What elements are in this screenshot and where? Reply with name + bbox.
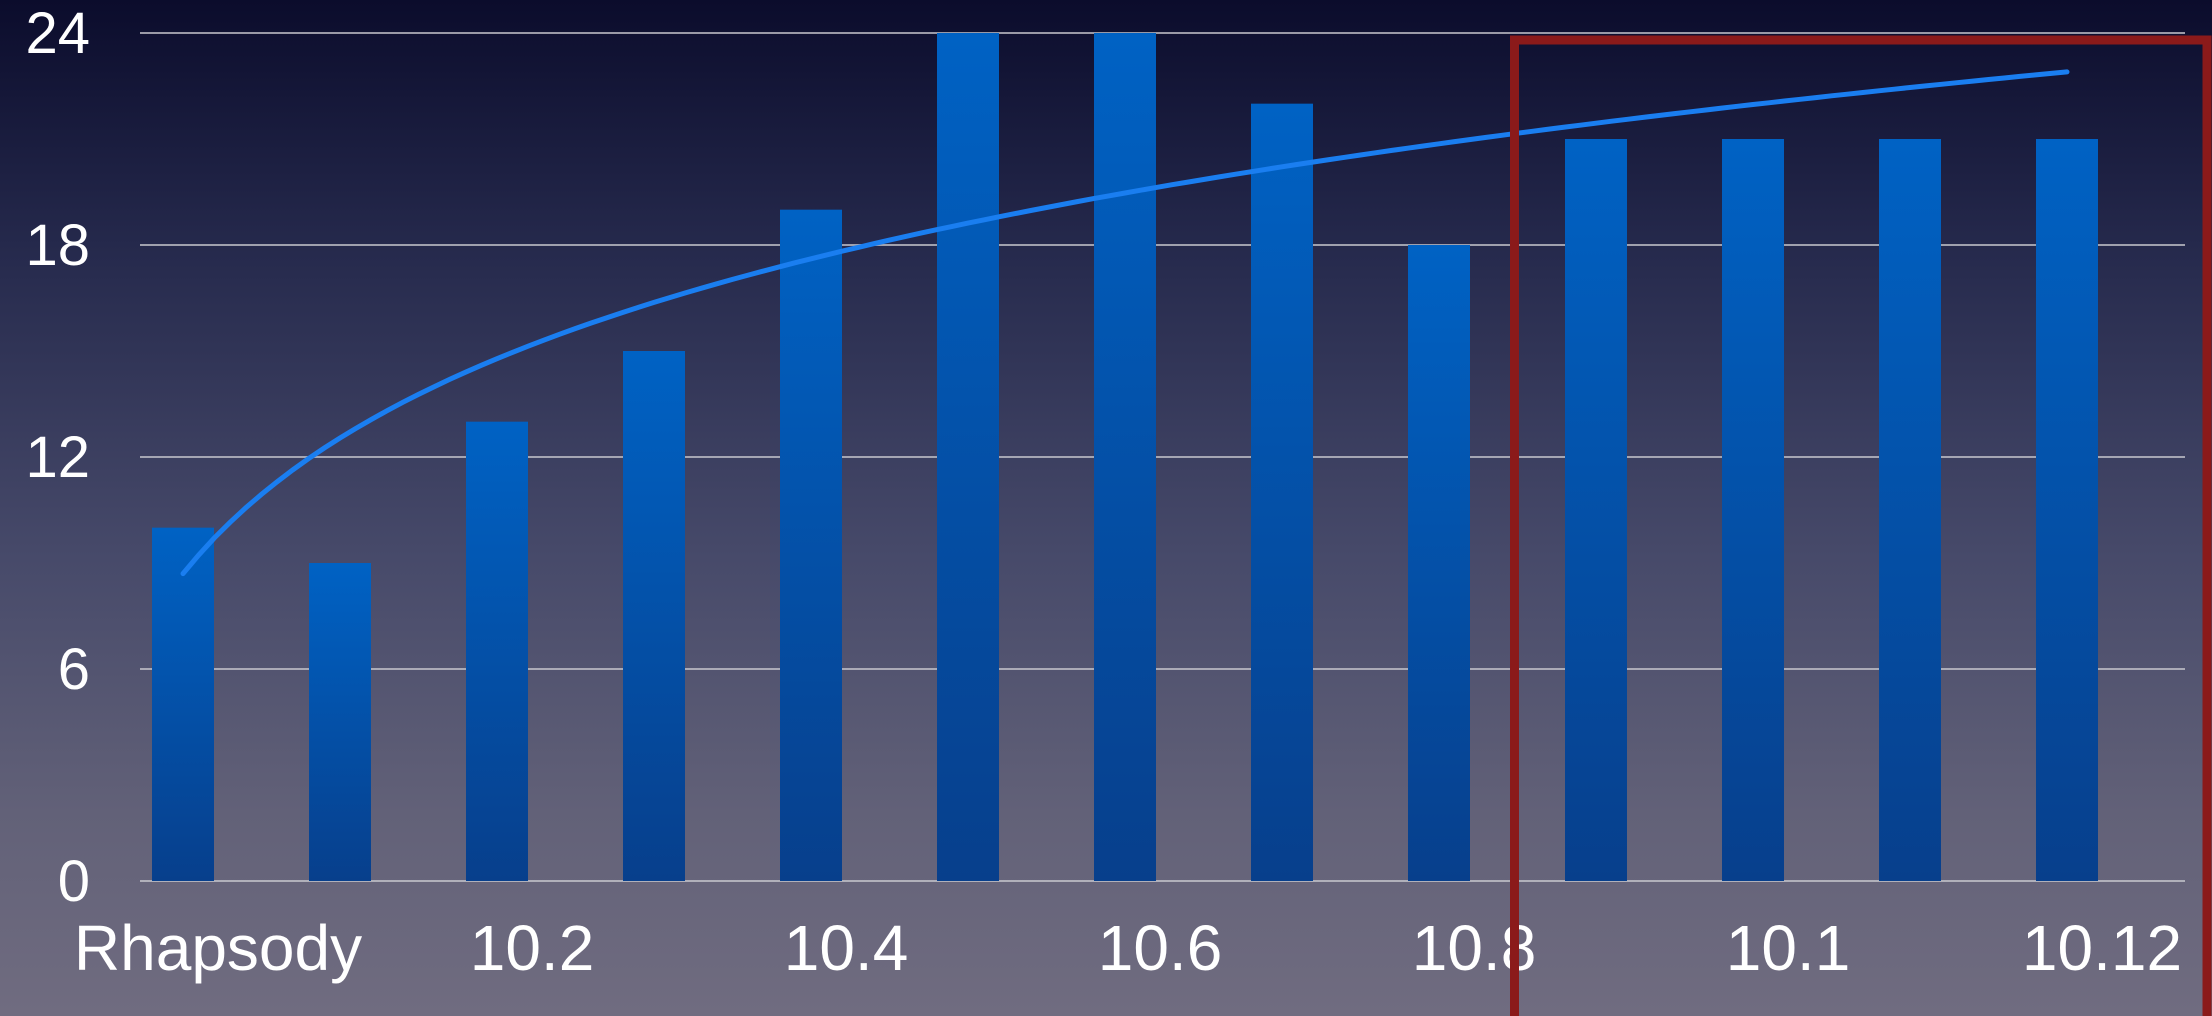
x-category-label: 10.12 <box>2022 912 2182 984</box>
y-tick-label: 0 <box>58 849 90 914</box>
x-category-label: 10.6 <box>1098 912 1223 984</box>
trendline <box>180 69 2070 577</box>
bar <box>1094 33 1156 881</box>
bar <box>2036 139 2098 881</box>
highlight-box <box>1510 35 2212 1016</box>
bar <box>1408 245 1470 881</box>
y-tick-label: 18 <box>25 213 90 278</box>
y-tick-label: 6 <box>58 637 90 702</box>
bar <box>1251 103 1313 881</box>
trendline-layer <box>180 69 2070 577</box>
bar <box>937 33 999 881</box>
y-tick-label: 12 <box>25 425 90 490</box>
highlight-layer <box>1510 35 2212 1016</box>
bar <box>1879 139 1941 881</box>
bar <box>466 421 528 881</box>
bar <box>309 563 371 881</box>
bar <box>623 351 685 881</box>
bars <box>152 33 2098 881</box>
x-category-label: 10.1 <box>1726 912 1851 984</box>
x-category-label: 10.4 <box>784 912 909 984</box>
x-category-label: 10.2 <box>470 912 595 984</box>
gridlines <box>140 32 2185 882</box>
y-axis-tick-labels: 0 6 12 18 24 <box>25 1 90 914</box>
bar <box>780 209 842 881</box>
bar <box>152 527 214 881</box>
y-tick-label: 24 <box>25 1 90 66</box>
bar <box>1722 139 1784 881</box>
x-category-label: Rhapsody <box>74 912 362 984</box>
x-axis-category-labels: Rhapsody 10.2 10.4 10.6 10.8 10.1 10.12 <box>74 912 2182 984</box>
bar <box>1565 139 1627 881</box>
